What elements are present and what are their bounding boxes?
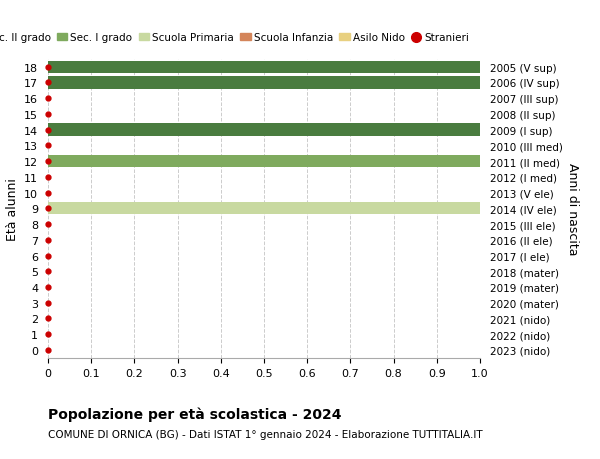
Bar: [48, 156, 480, 168]
Y-axis label: Anni di nascita: Anni di nascita: [566, 162, 579, 255]
Text: COMUNE DI ORNICA (BG) - Dati ISTAT 1° gennaio 2024 - Elaborazione TUTTITALIA.IT: COMUNE DI ORNICA (BG) - Dati ISTAT 1° ge…: [48, 429, 482, 439]
Bar: [48, 77, 480, 90]
Text: Popolazione per età scolastica - 2024: Popolazione per età scolastica - 2024: [48, 406, 341, 421]
Bar: [48, 124, 480, 136]
Y-axis label: Età alunni: Età alunni: [5, 178, 19, 240]
Bar: [48, 62, 480, 73]
Legend: Sec. II grado, Sec. I grado, Scuola Primaria, Scuola Infanzia, Asilo Nido, Stran: Sec. II grado, Sec. I grado, Scuola Prim…: [0, 29, 473, 47]
Bar: [48, 203, 480, 215]
